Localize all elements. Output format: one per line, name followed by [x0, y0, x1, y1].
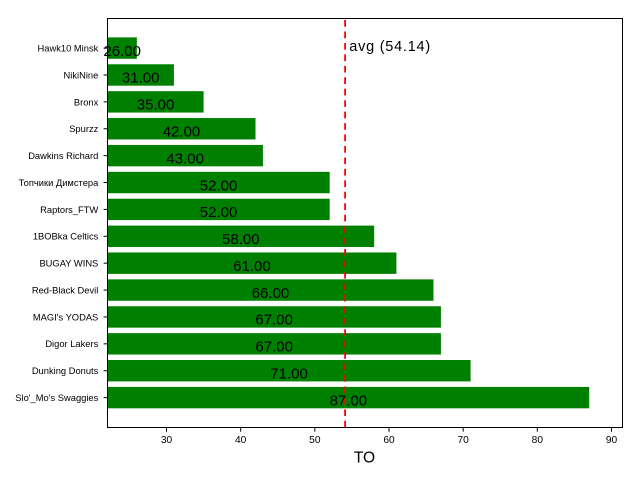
svg-text:Spurzz: Spurzz [69, 124, 98, 134]
svg-text:70: 70 [457, 435, 469, 446]
svg-text:Hawk10 Minsk: Hawk10 Minsk [38, 44, 99, 54]
svg-text:52.00: 52.00 [200, 177, 238, 194]
svg-text:Топчики Димстера: Топчики Димстера [19, 178, 99, 188]
svg-text:Raptors_FTW: Raptors_FTW [40, 205, 98, 215]
svg-text:Dunking Donuts: Dunking Donuts [32, 366, 99, 376]
svg-text:BUGAY WINS: BUGAY WINS [39, 259, 98, 269]
svg-text:50: 50 [309, 435, 321, 446]
svg-text:35.00: 35.00 [137, 97, 175, 114]
svg-text:1BOBka Celtics: 1BOBka Celtics [33, 232, 99, 242]
svg-text:43.00: 43.00 [166, 150, 204, 167]
svg-text:52.00: 52.00 [200, 204, 238, 221]
svg-text:31.00: 31.00 [122, 70, 160, 87]
svg-text:Red-Black Devil: Red-Black Devil [32, 285, 98, 295]
svg-text:avg (54.14): avg (54.14) [349, 39, 431, 55]
svg-text:61.00: 61.00 [233, 258, 271, 275]
svg-text:MAGI's YODAS: MAGI's YODAS [33, 312, 98, 322]
svg-text:Slo'_Mo's Swaggies: Slo'_Mo's Swaggies [15, 393, 98, 403]
svg-text:42.00: 42.00 [163, 124, 201, 141]
svg-text:40: 40 [235, 435, 247, 446]
svg-text:80: 80 [532, 435, 544, 446]
svg-text:Digor Lakers: Digor Lakers [45, 339, 98, 349]
svg-text:TO: TO [354, 450, 375, 467]
svg-text:60: 60 [383, 435, 395, 446]
svg-text:58.00: 58.00 [222, 231, 260, 248]
svg-text:26.00: 26.00 [103, 43, 141, 60]
svg-text:67.00: 67.00 [255, 339, 293, 356]
svg-text:NikiNine: NikiNine [64, 70, 99, 80]
svg-text:90: 90 [606, 435, 618, 446]
svg-text:67.00: 67.00 [255, 312, 293, 329]
svg-text:Dawkins Richard: Dawkins Richard [28, 151, 98, 161]
svg-text:71.00: 71.00 [270, 365, 308, 382]
svg-text:87.00: 87.00 [330, 392, 368, 409]
svg-text:30: 30 [161, 435, 173, 446]
svg-text:Bronx: Bronx [74, 97, 99, 107]
svg-text:66.00: 66.00 [252, 285, 290, 302]
